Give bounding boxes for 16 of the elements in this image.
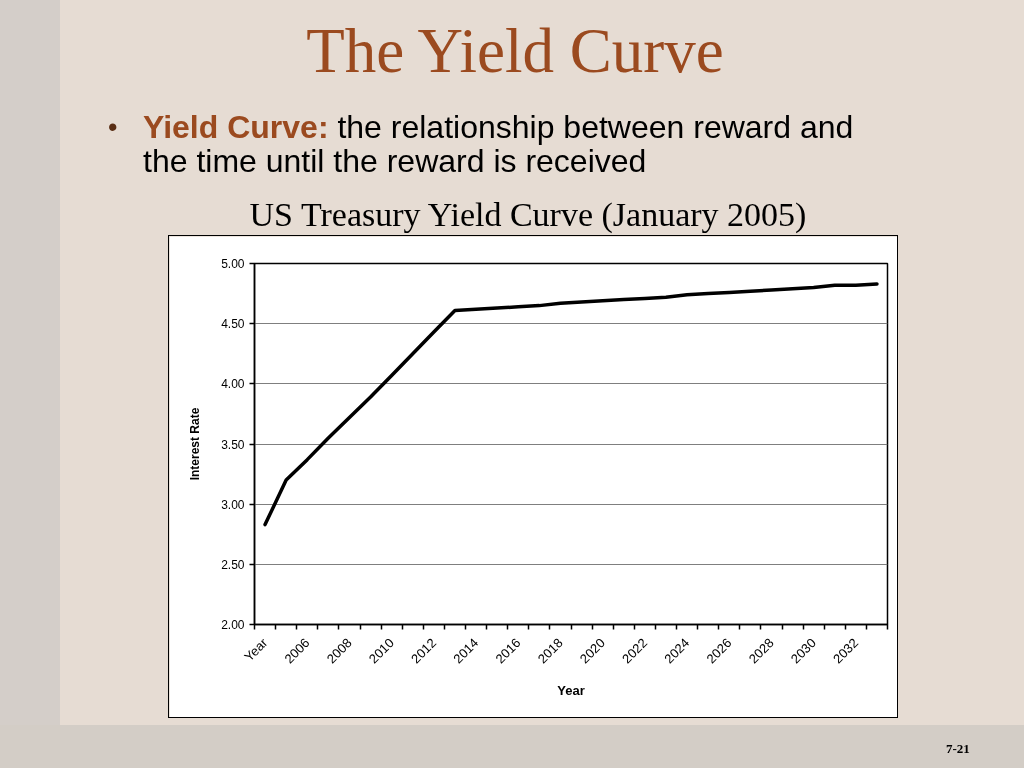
x-tick-label: Year: [241, 634, 271, 665]
text: 7-21: [946, 740, 970, 758]
chart-title: US Treasury Yield Curve (January 2005): [248, 196, 808, 233]
line-series: [263, 282, 879, 527]
x-axis-title: Year: [557, 682, 585, 698]
y-tick-label: 3.50: [221, 437, 245, 452]
y-tick-label: 2.50: [221, 557, 245, 572]
y-tick-label: 3.00: [221, 497, 245, 512]
text: •: [108, 111, 118, 144]
y-tick-label: 4.50: [221, 317, 245, 332]
y-axis-title: Interest Rate: [188, 407, 203, 481]
y-tick-label: 2.00: [221, 618, 245, 632]
text: The Yield Curve: [305, 16, 725, 86]
y-tick-label: 4.00: [221, 377, 245, 392]
y-tick-label: 5.00: [221, 257, 245, 271]
text: Yield Curve: the relationship between reward and the time until the reward is received: [143, 109, 855, 179]
